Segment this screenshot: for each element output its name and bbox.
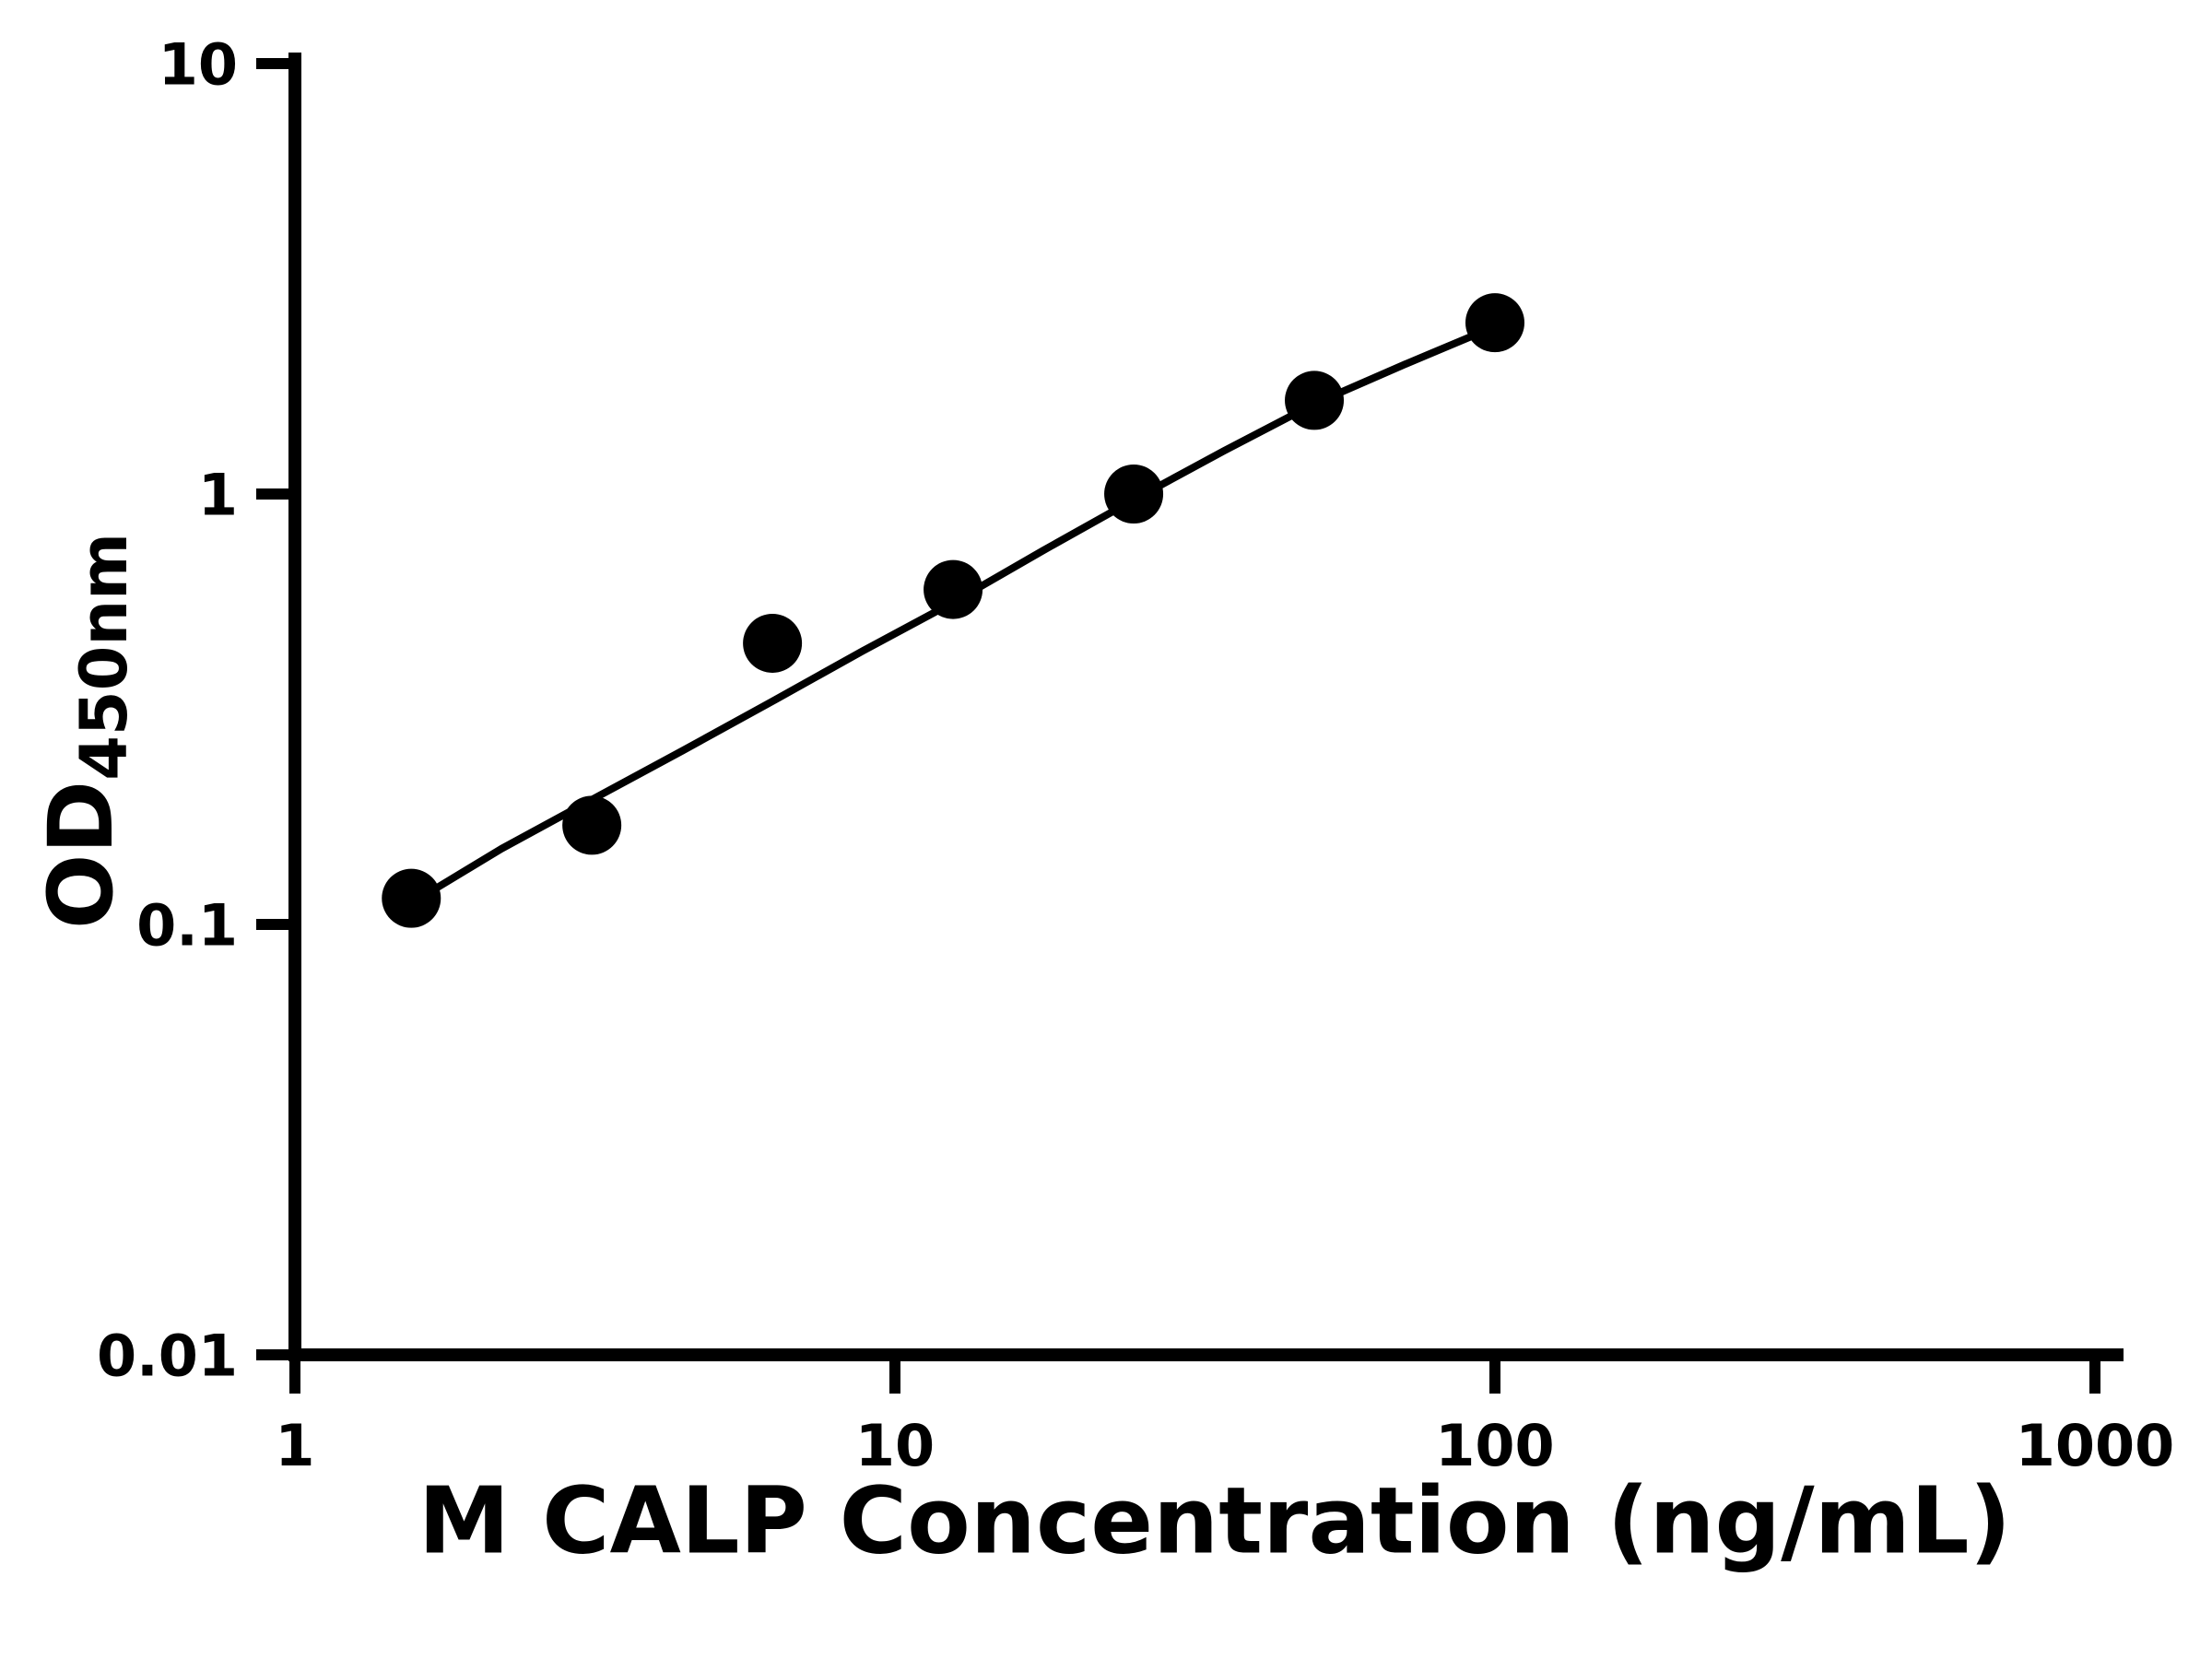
x-axis-label: M CALP Concentration (ng/mL)	[418, 1466, 2012, 1575]
x-axis-tick-label: 10	[855, 1412, 935, 1479]
data-point-marker	[382, 868, 441, 928]
data-point-marker	[743, 613, 803, 673]
y-axis-label-subscript: 450nm	[66, 532, 142, 781]
x-axis-tick-label: 1	[275, 1412, 314, 1479]
y-axis-label: OD450nm	[29, 533, 142, 930]
y-axis-label-main: OD	[29, 780, 133, 930]
y-axis-tick-label: 1	[198, 461, 238, 528]
x-axis-tick-label: 100	[1435, 1412, 1554, 1479]
y-axis-tick-label: 0.1	[136, 891, 238, 959]
y-axis-tick-label: 0.01	[97, 1322, 238, 1389]
data-point-marker	[1285, 371, 1345, 430]
x-axis-tick-label: 1000	[2016, 1412, 2175, 1479]
data-point-marker	[1465, 293, 1524, 353]
y-axis-tick-label: 10	[159, 30, 238, 98]
data-point-marker	[562, 795, 622, 855]
data-point-marker	[924, 559, 983, 619]
data-point-marker	[1104, 465, 1164, 524]
